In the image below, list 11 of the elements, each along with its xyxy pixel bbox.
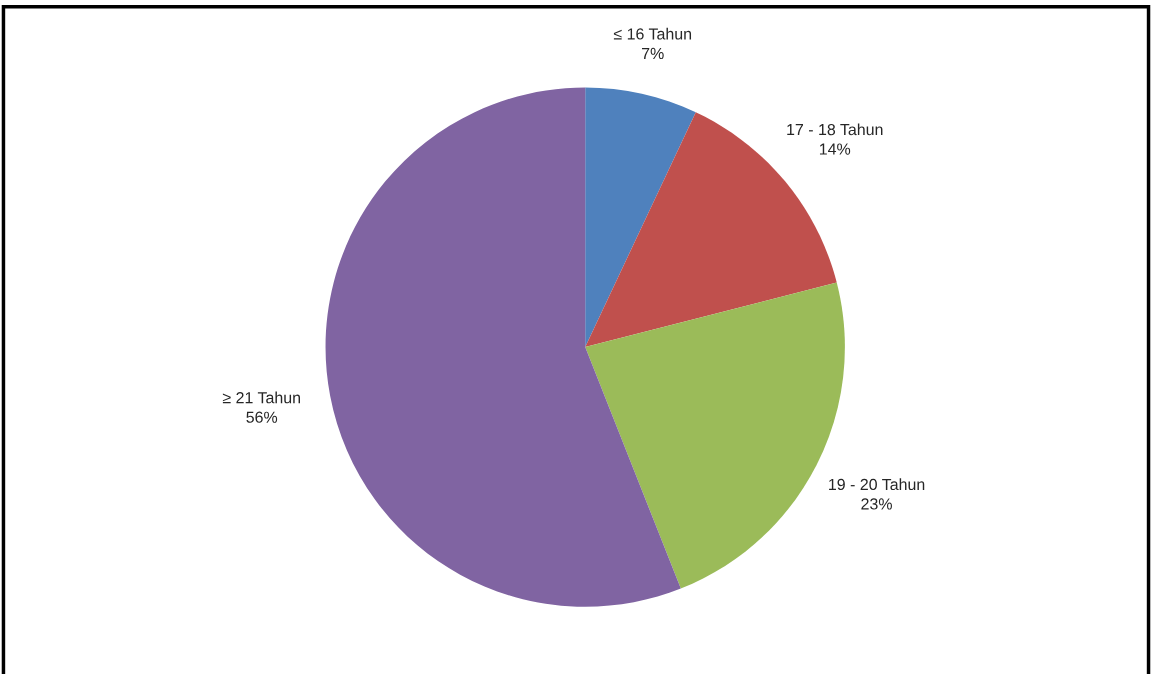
slice-label: 17 - 18 Tahun (787, 123, 883, 136)
pie-slice (585, 87, 696, 348)
data-label: 56% (246, 411, 278, 423)
pie-slice (585, 282, 845, 589)
data-label: 14% (819, 143, 851, 155)
slice-label: 19 - 20 Tahun (829, 478, 925, 491)
data-label: 7% (642, 47, 664, 60)
pie-slice (325, 87, 681, 607)
data-label: 23% (861, 498, 892, 510)
slice-label: ≤ 16 Tahun (613, 27, 692, 40)
slice-label: ≥ 21 Tahun (222, 391, 300, 404)
